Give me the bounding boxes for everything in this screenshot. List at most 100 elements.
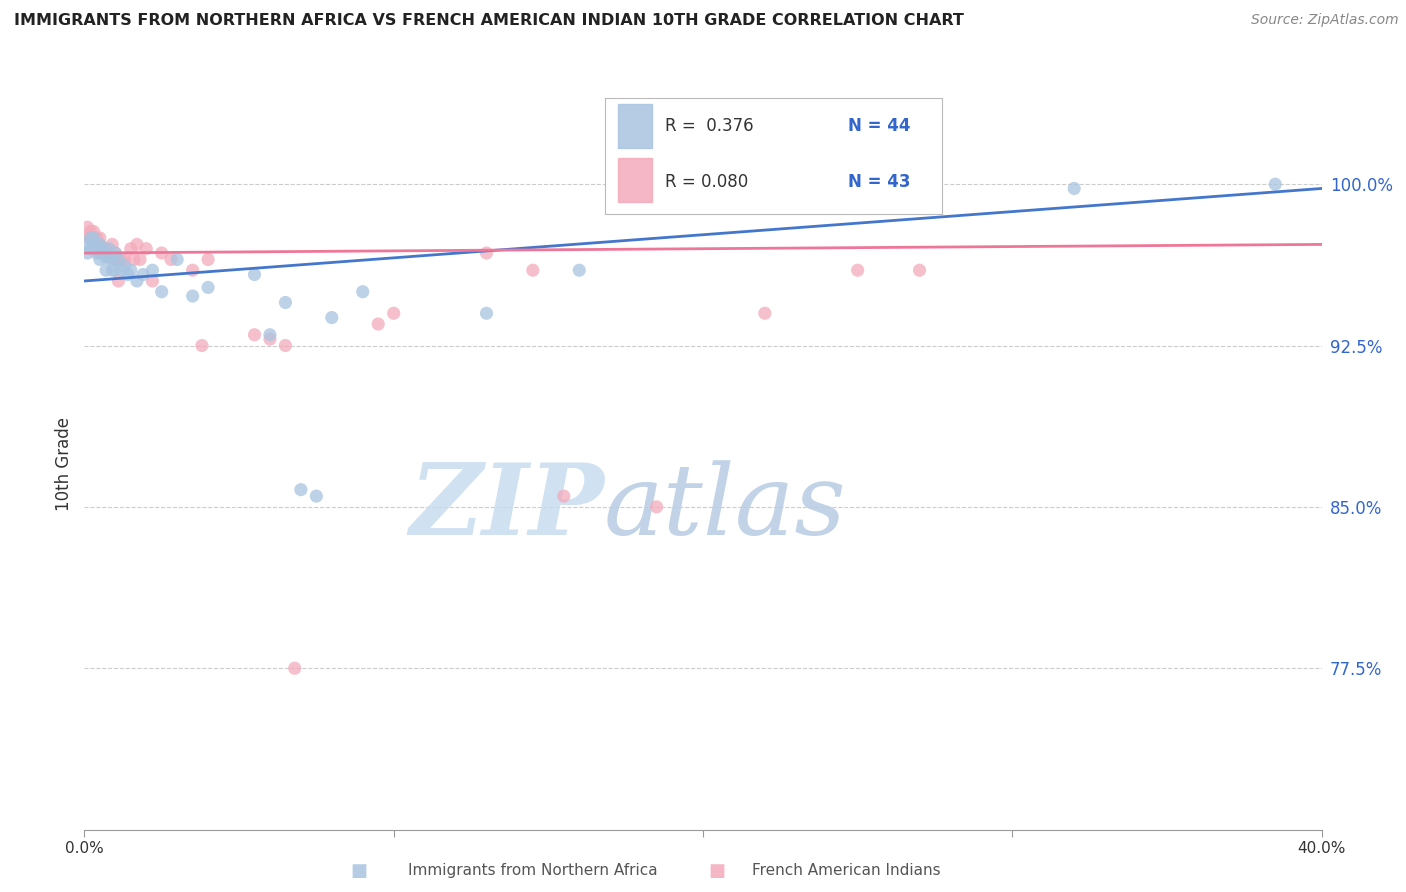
Bar [619, 104, 652, 148]
Point [141, 274, 163, 288]
Point [98, 250, 121, 264]
Point [86, 237, 108, 252]
Point [1264, 177, 1286, 191]
Point [197, 280, 219, 294]
Point [120, 263, 142, 277]
Point [107, 274, 129, 288]
Text: Source: ZipAtlas.com: Source: ZipAtlas.com [1251, 13, 1399, 28]
Point [150, 285, 173, 299]
Point [76, 231, 98, 245]
Point [104, 252, 127, 267]
Bar [619, 159, 652, 202]
Point [259, 332, 281, 346]
Point [274, 295, 297, 310]
Point [120, 242, 142, 256]
Point [522, 263, 544, 277]
Point [125, 274, 148, 288]
Text: atlas: atlas [605, 460, 846, 556]
Point [160, 252, 183, 267]
Point [76, 220, 98, 235]
Point [125, 237, 148, 252]
Point [86, 231, 108, 245]
Point [132, 268, 155, 282]
Point [110, 263, 132, 277]
Point [101, 252, 124, 267]
Point [79, 231, 101, 245]
Point [83, 231, 105, 245]
Point [117, 268, 139, 282]
Y-axis label: 10th Grade: 10th Grade [55, 417, 73, 511]
Point [89, 237, 111, 252]
Point [91, 242, 114, 256]
Point [104, 263, 127, 277]
Point [1063, 181, 1085, 195]
Point [98, 242, 121, 256]
Point [181, 289, 204, 303]
Point [846, 263, 869, 277]
Point [259, 327, 281, 342]
Point [141, 263, 163, 277]
Point [754, 306, 776, 320]
Point [553, 489, 575, 503]
Text: French American Indians: French American Indians [752, 863, 941, 878]
Point [101, 237, 124, 252]
Point [475, 306, 498, 320]
Point [475, 246, 498, 260]
Text: R = 0.080: R = 0.080 [665, 173, 748, 191]
Point [645, 500, 668, 514]
Point [101, 263, 124, 277]
Point [150, 246, 173, 260]
Point [86, 237, 108, 252]
Text: ■: ■ [350, 862, 367, 880]
Point [91, 242, 114, 256]
Text: N = 44: N = 44 [848, 117, 910, 135]
Point [94, 250, 117, 264]
Text: ZIP: ZIP [409, 459, 605, 556]
Point [197, 252, 219, 267]
Point [274, 338, 297, 352]
Point [76, 237, 98, 252]
Point [89, 252, 111, 267]
Point [352, 285, 374, 299]
Point [94, 242, 117, 256]
Point [191, 338, 214, 352]
Point [79, 225, 101, 239]
Point [243, 327, 266, 342]
Point [305, 489, 328, 503]
Point [86, 246, 108, 260]
Text: R =  0.376: R = 0.376 [665, 117, 754, 135]
Text: ■: ■ [709, 862, 725, 880]
Point [129, 252, 152, 267]
Point [79, 231, 101, 245]
Point [568, 263, 591, 277]
Point [98, 246, 121, 260]
Point [321, 310, 343, 325]
Point [110, 252, 132, 267]
Point [243, 268, 266, 282]
Point [83, 239, 105, 253]
Point [114, 259, 136, 273]
Point [104, 246, 127, 260]
Point [284, 661, 307, 675]
Text: Immigrants from Northern Africa: Immigrants from Northern Africa [408, 863, 658, 878]
Text: N = 43: N = 43 [848, 173, 910, 191]
Point [135, 242, 157, 256]
Point [166, 252, 188, 267]
Point [83, 231, 105, 245]
Point [83, 225, 105, 239]
Point [91, 246, 114, 260]
Point [89, 231, 111, 245]
Point [89, 237, 111, 252]
Point [382, 306, 405, 320]
Point [94, 263, 117, 277]
Point [122, 252, 145, 267]
Point [89, 246, 111, 260]
Point [104, 246, 127, 260]
Point [114, 252, 136, 267]
Point [908, 263, 931, 277]
Point [107, 252, 129, 267]
Point [79, 242, 101, 256]
Text: IMMIGRANTS FROM NORTHERN AFRICA VS FRENCH AMERICAN INDIAN 10TH GRADE CORRELATION: IMMIGRANTS FROM NORTHERN AFRICA VS FRENC… [14, 13, 965, 29]
Point [290, 483, 312, 497]
Point [367, 317, 389, 331]
